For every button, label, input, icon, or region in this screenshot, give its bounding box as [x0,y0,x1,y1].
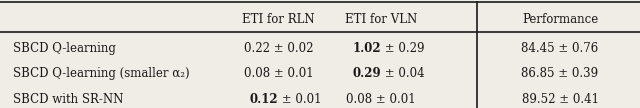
Text: SBCD with SR-NN: SBCD with SR-NN [13,93,123,106]
Text: 1.02: 1.02 [352,42,381,55]
Text: 86.85 ± 0.39: 86.85 ± 0.39 [522,67,598,80]
Text: ETI for RLN: ETI for RLN [242,13,315,26]
Text: ± 0.01: ± 0.01 [278,93,322,106]
Text: SBCD Q-learning: SBCD Q-learning [13,42,116,55]
Text: 0.08 ± 0.01: 0.08 ± 0.01 [346,93,415,106]
Text: ± 0.29: ± 0.29 [381,42,424,55]
Text: 0.22 ± 0.02: 0.22 ± 0.02 [244,42,313,55]
Text: 0.29: 0.29 [352,67,381,80]
Text: ETI for VLN: ETI for VLN [345,13,417,26]
Text: 0.08 ± 0.01: 0.08 ± 0.01 [244,67,313,80]
Text: 0.12: 0.12 [250,93,278,106]
Text: 89.52 ± 0.41: 89.52 ± 0.41 [522,93,598,106]
Text: SBCD Q-learning (smaller α₂): SBCD Q-learning (smaller α₂) [13,67,189,80]
Text: Performance: Performance [522,13,598,26]
Text: ± 0.04: ± 0.04 [381,67,424,80]
Text: 84.45 ± 0.76: 84.45 ± 0.76 [522,42,598,55]
